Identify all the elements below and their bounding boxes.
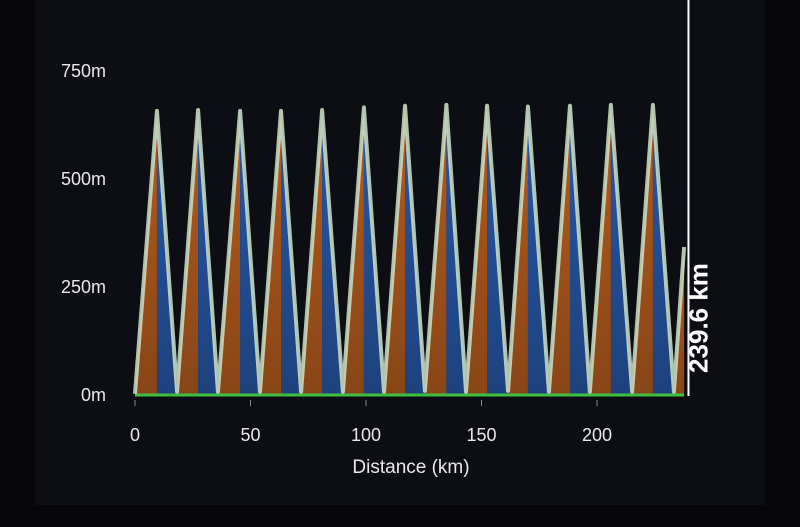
y-tick-label: 250m	[61, 277, 106, 297]
y-tick-label: 500m	[61, 169, 106, 189]
x-tick-label: 0	[130, 425, 140, 445]
x-axis-title: Distance (km)	[352, 457, 469, 478]
x-tick-label: 50	[240, 425, 260, 445]
x-tick-label: 200	[582, 425, 612, 445]
plot: 0m 250m 500m 750m 0 50 100 150 200 239.6 km	[61, 0, 713, 445]
y-tick-label: 0m	[81, 385, 106, 405]
y-tick-label: 750m	[61, 61, 106, 81]
elevation-line	[133, 102, 687, 394]
x-tick-label: 100	[351, 425, 381, 445]
x-tick-label: 150	[466, 425, 496, 445]
marker-label: 239.6 km	[683, 263, 713, 373]
